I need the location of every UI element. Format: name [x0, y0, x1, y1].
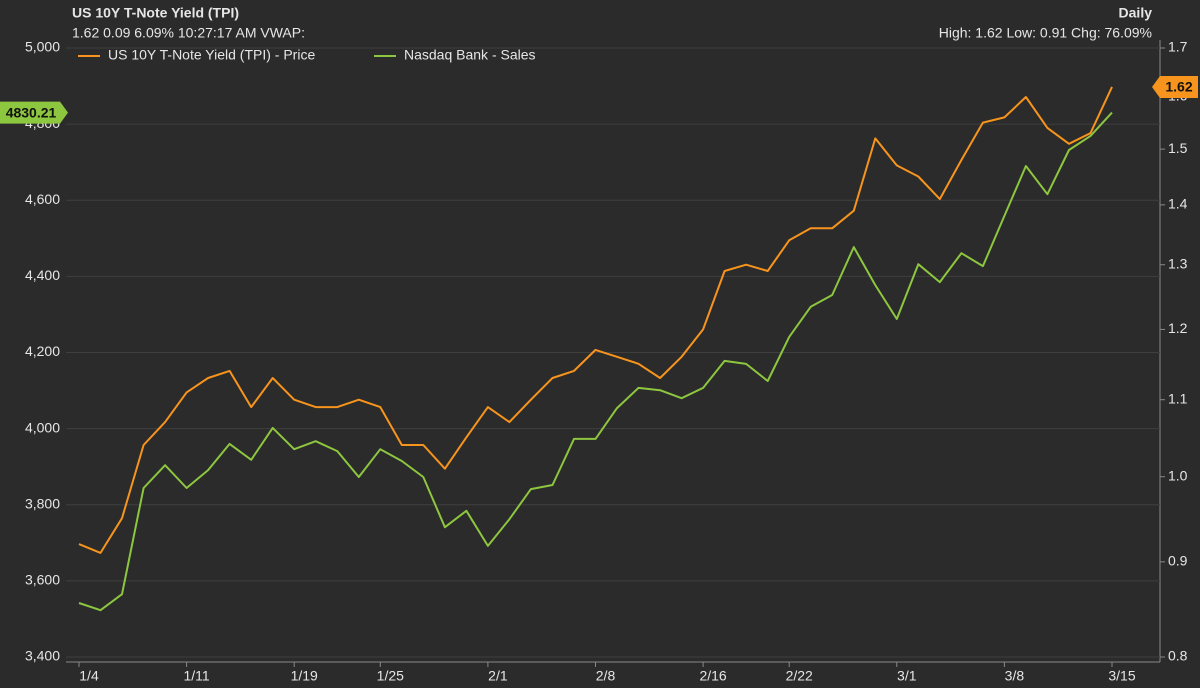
x-tick-label: 1/19: [291, 668, 318, 684]
x-tick-label: 2/16: [699, 668, 726, 684]
last-value-badge: [0, 101, 68, 124]
y2-tick-label: 0.8: [1168, 648, 1188, 664]
y-tick-label: 4,000: [25, 419, 60, 435]
chart-title: US 10Y T-Note Yield (TPI): [72, 5, 239, 21]
legend-label: Nasdaq Bank - Sales: [404, 47, 536, 63]
y2-tick-label: 0.9: [1168, 553, 1188, 569]
y2-tick-label: 1.2: [1168, 320, 1188, 336]
x-tick-label: 2/22: [786, 668, 813, 684]
series-line: [78, 86, 1113, 554]
x-tick-label: 3/1: [897, 668, 917, 684]
x-tick-label: 1/11: [183, 668, 209, 684]
chart-subtitle: 1.62 0.09 6.09% 10:27:17 AM VWAP:: [72, 25, 305, 41]
y-tick-label: 4,600: [25, 191, 60, 207]
interval-label: Daily: [1119, 5, 1153, 21]
x-tick-label: 1/25: [377, 668, 404, 684]
y-tick-label: 4,200: [25, 343, 60, 359]
series-line: [78, 111, 1113, 612]
x-tick-label: 1/4: [79, 668, 99, 684]
stats-label: High: 1.62 Low: 0.91 Chg: 76.09%: [939, 25, 1152, 41]
x-tick-label: 3/15: [1108, 668, 1135, 684]
last-value-label: 4830.21: [6, 104, 57, 120]
y-tick-label: 3,600: [25, 572, 60, 588]
y2-tick-label: 1.1: [1168, 390, 1188, 406]
y-tick-label: 5,000: [25, 39, 60, 55]
y2-tick-label: 1.3: [1168, 255, 1188, 271]
last-value-badge: [1152, 75, 1198, 98]
y2-tick-label: 1.0: [1168, 467, 1188, 483]
x-tick-label: 2/8: [596, 668, 616, 684]
x-tick-label: 3/8: [1005, 668, 1025, 684]
y-tick-label: 3,800: [25, 495, 60, 511]
y-tick-label: 4,400: [25, 267, 60, 283]
y2-tick-label: 1.7: [1168, 39, 1188, 55]
y2-tick-label: 1.4: [1168, 196, 1188, 212]
y-tick-label: 3,400: [25, 648, 60, 664]
last-value-label: 1.62: [1165, 79, 1192, 95]
x-tick-label: 2/1: [488, 668, 508, 684]
y2-tick-label: 1.5: [1168, 140, 1188, 156]
legend-label: US 10Y T-Note Yield (TPI) - Price: [108, 47, 315, 63]
